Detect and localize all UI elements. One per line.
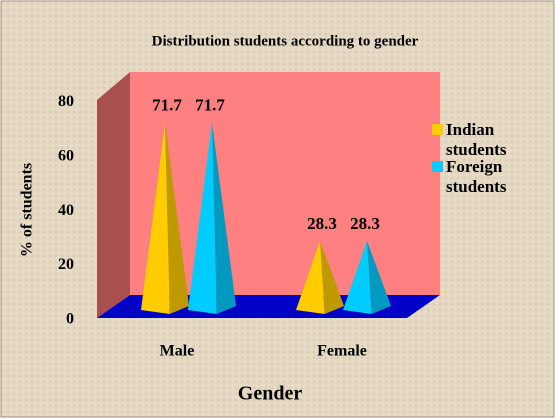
y-tick-label: 0 [66, 311, 74, 328]
y-tick-label: 40 [58, 202, 74, 219]
value-label: 28.3 [350, 214, 380, 233]
pyramid-side [320, 240, 344, 314]
pyramid-side [165, 122, 189, 314]
pyramid-front [141, 122, 170, 314]
y-tick-label: 60 [58, 147, 74, 164]
pyramid-front [296, 240, 325, 314]
y-tick-label: 80 [58, 93, 74, 110]
pyramid-side [212, 122, 236, 314]
x-axis-label: Gender [238, 383, 303, 405]
legend-label: Indian students [446, 120, 507, 159]
side-wall [97, 72, 130, 318]
pyramid-side [367, 240, 391, 314]
legend-swatch [432, 124, 443, 135]
pyramid-front [188, 122, 217, 314]
legend-swatch [432, 161, 443, 172]
value-label: 28.3 [307, 214, 337, 233]
chart-title: Distribution students according to gende… [152, 33, 419, 49]
x-tick-label: Male [160, 343, 195, 360]
y-axis-label: % of students [19, 163, 36, 257]
x-tick-label: Female [317, 343, 367, 360]
legend-label: Foreign students [446, 157, 507, 196]
pyramid-front [343, 240, 372, 314]
value-label: 71.7 [195, 96, 225, 115]
value-label: 71.7 [152, 96, 182, 115]
y-tick-label: 20 [58, 256, 74, 273]
